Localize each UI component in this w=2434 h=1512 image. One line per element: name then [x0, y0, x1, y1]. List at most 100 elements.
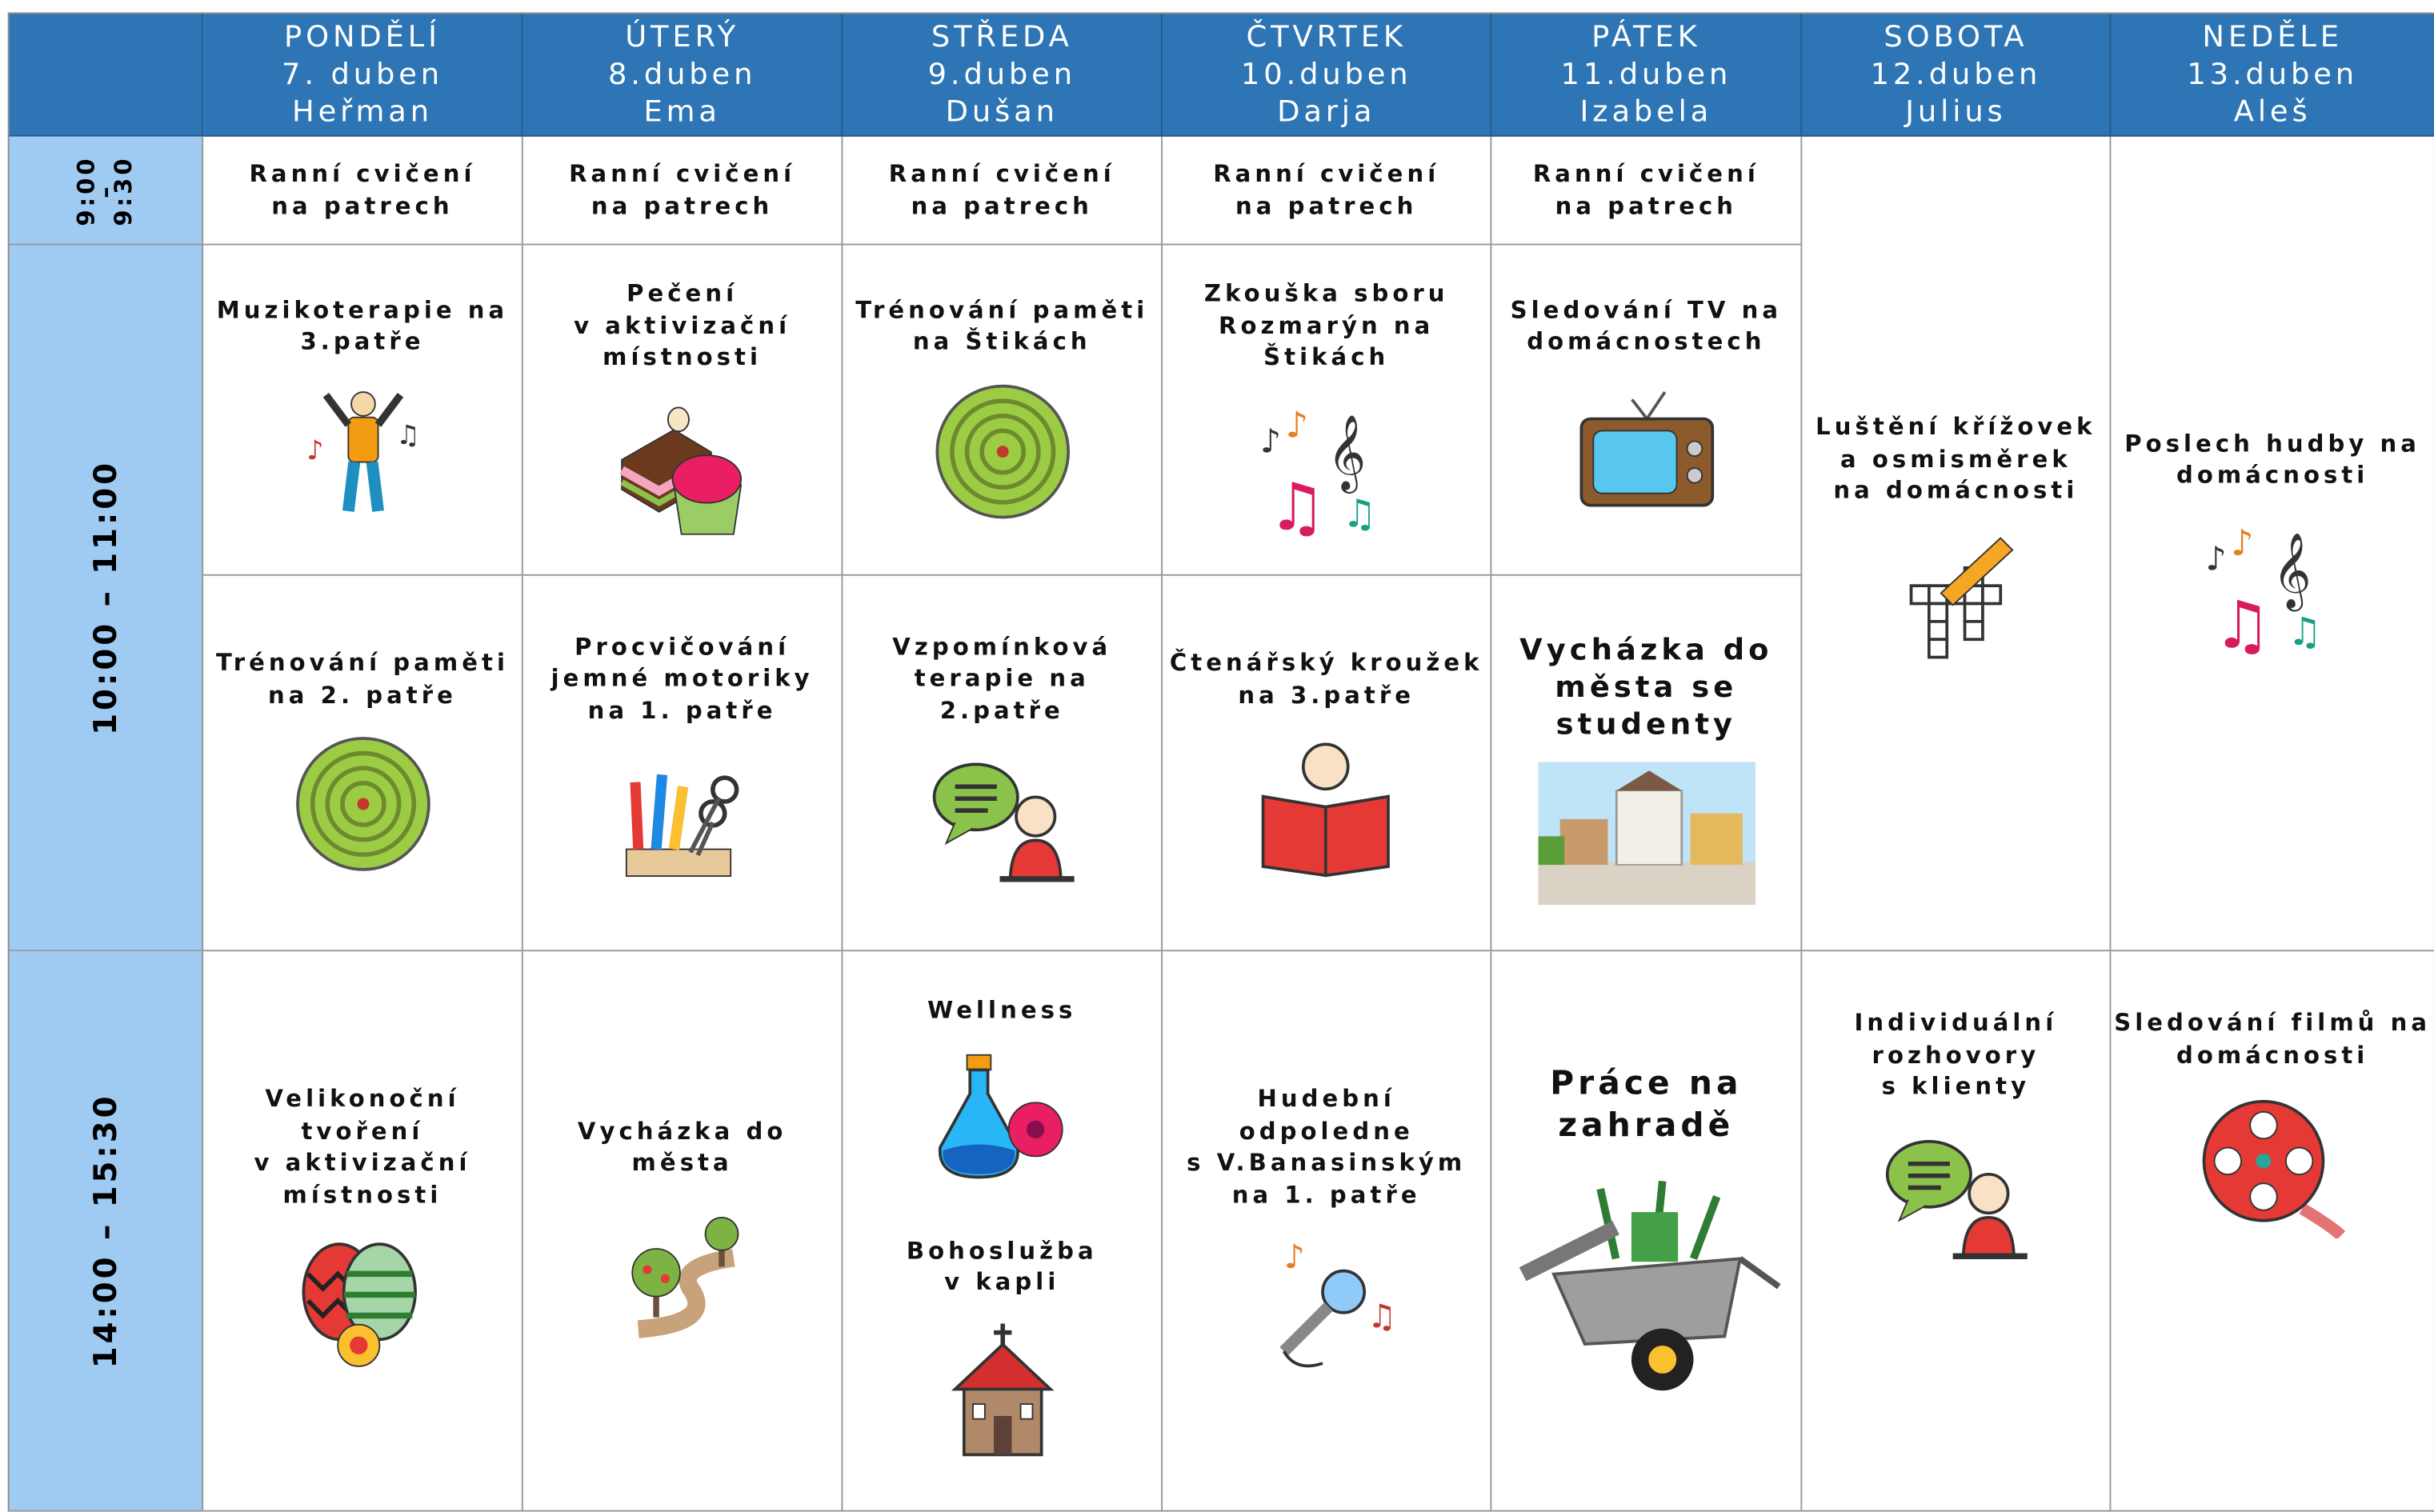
title-line: s V.Banasinským: [1187, 1148, 1467, 1177]
activity-title: Ranní cvičení na patrech: [1533, 158, 1759, 222]
icon: [2202, 1099, 2346, 1240]
icon-part: [1909, 566, 2003, 658]
activity-cell: Vycházka do města: [522, 951, 843, 1512]
icon-part: [1014, 796, 1056, 838]
day-date: 7. duben: [282, 57, 443, 92]
activity: Muzikoterapie na 3.patře ♪ ♫: [217, 294, 509, 526]
title-line: na patrech: [1555, 191, 1738, 220]
icon-part: ♫: [2288, 609, 2322, 654]
title-line: Trénování paměti: [855, 295, 1149, 324]
icon-part: [667, 406, 691, 432]
title-line: Práce na: [1550, 1064, 1743, 1102]
icon-part: [1302, 742, 1351, 791]
icon-part: [1591, 429, 1677, 494]
activity-cell: Ranní cvičení na patrech: [1491, 136, 1803, 246]
day-header: NEDĚLE 13.duben Aleš: [2111, 14, 2434, 137]
icon-part: [710, 775, 739, 805]
title-line: v kapli: [944, 1268, 1060, 1297]
icon-part: [1280, 1302, 1334, 1356]
schedule-table: PONDĚLÍ 7. duben Heřman ÚTERÝ 8.duben Ema STŘE…: [7, 12, 2434, 1512]
day-header: ČTVRTEK 10.duben Darja: [1163, 14, 1492, 137]
icon-part: [1026, 1120, 1044, 1138]
title-line: v aktivizační: [574, 311, 791, 340]
title-line: domácnosti: [2176, 1040, 2369, 1069]
icon-part: ♫: [395, 418, 419, 450]
activity-cell: Sledování filmů na domácnosti: [2111, 951, 2434, 1512]
time-line: 14:00 – 15:30: [86, 1093, 125, 1369]
activity: Sledování TV na domácnostech: [1511, 294, 1782, 526]
activity-cell: Individuální rozhovory s klienty: [1802, 951, 2112, 1512]
day-nameday: Julius: [1905, 94, 2007, 130]
icon-part: [1908, 1161, 1950, 1190]
activity-cell: Trénování paměti na Štikách: [843, 245, 1163, 576]
icon-part: ♫: [1341, 491, 1375, 536]
day-nameday: Izabela: [1579, 94, 1713, 130]
title-line: na domácnosti: [1833, 477, 2079, 505]
title-line: Vycházka do: [1519, 633, 1773, 668]
activity-title: Muzikoterapie na 3.patře: [217, 294, 509, 358]
activity-title: Sledování filmů na domácnosti: [2114, 1007, 2431, 1071]
title-line: Hudební: [1257, 1085, 1395, 1113]
icon-part: [1963, 602, 1984, 623]
icon: [1518, 1180, 1780, 1391]
activity-cell: Luštění křížovek a osmisměrek na domácnost…: [1802, 136, 2112, 952]
icon-part: [650, 774, 667, 850]
icon-part: [346, 415, 378, 462]
icon: ♪ ♪ 𝄞♫ ♫: [2205, 522, 2322, 662]
icon-part: [668, 786, 688, 850]
icon-part: [1322, 1269, 1367, 1314]
activity-title: Vycházka do města: [578, 1115, 787, 1179]
activity: Sledování filmů na domácnosti: [2114, 1007, 2431, 1240]
title-line: města se: [1555, 670, 1738, 705]
icon-part: [1981, 583, 2003, 605]
icon-part: [1689, 813, 1742, 866]
icon-part: [341, 460, 384, 511]
title-line: Rozmarýn na: [1219, 311, 1435, 340]
icon: [1885, 1138, 2028, 1258]
icon-part: [642, 1264, 651, 1274]
title-line: Wellness: [927, 996, 1077, 1025]
icon-part: [2284, 1146, 2314, 1175]
activity-title: Individuální rozhovory s klienty: [1855, 1007, 2058, 1102]
activity-cell: Pečení v aktivizační místnosti: [522, 245, 843, 576]
title-line: Ranní cvičení: [1532, 159, 1759, 188]
icon: [295, 737, 430, 871]
icon-part: [943, 822, 973, 846]
activity: Vycházka do města se studenty: [1519, 632, 1773, 906]
day-date: 12.duben: [1870, 57, 2042, 92]
icon: ♪♫: [306, 390, 419, 511]
icon-part: [344, 1270, 417, 1319]
title-line: Pečení: [627, 279, 739, 308]
title-line: Sledování TV na: [1510, 295, 1783, 324]
title-line: Bohoslužba: [906, 1236, 1098, 1265]
icon-part: [1283, 1350, 1324, 1368]
activity-icon: ♪ ♪ 𝄞 ♫ ♫: [1252, 392, 1401, 545]
activity-cell: Čtenářský kroužek na 3.patře: [1163, 575, 1492, 952]
activity-title: Velikonoční tvoření v aktivizační místnosti: [254, 1083, 470, 1210]
icon-part: [1647, 1345, 1676, 1374]
icon-part: [339, 781, 386, 827]
activity: Práce na zahradě: [1507, 1063, 1786, 1398]
corner-cell: [9, 14, 204, 137]
activity-title: Procvičování jemné motoriky na 1. patře: [551, 631, 814, 726]
icon: [938, 1054, 1063, 1178]
title-line: studenty: [1555, 707, 1737, 742]
title-line: Individuální: [1854, 1009, 2058, 1037]
activity: Individuální rozhovory s klienty: [1855, 1007, 2058, 1270]
title-line: Štikách: [1263, 343, 1390, 372]
time-cell: 10:00 – 11:00: [9, 245, 204, 952]
activity-title: Práce na zahradě: [1550, 1063, 1742, 1147]
title-line: zahradě: [1558, 1106, 1735, 1144]
activity-cell: Práce na zahradě: [1491, 951, 1803, 1512]
activity: Luštění křížovek a osmisměrek na domácnost…: [1815, 412, 2096, 675]
title-line: na Štikách: [912, 327, 1091, 356]
activity-title: Pečení v aktivizační místnosti: [574, 278, 791, 374]
icon: [302, 1242, 418, 1367]
title-line: Muzikoterapie na: [216, 295, 509, 324]
activity-icon: ♪ ♫: [1252, 1229, 1401, 1378]
icon-part: [1685, 466, 1703, 483]
activity-icon: [927, 376, 1076, 525]
title-line: na patrech: [271, 191, 454, 220]
title-line: Trénování paměti: [215, 648, 509, 677]
